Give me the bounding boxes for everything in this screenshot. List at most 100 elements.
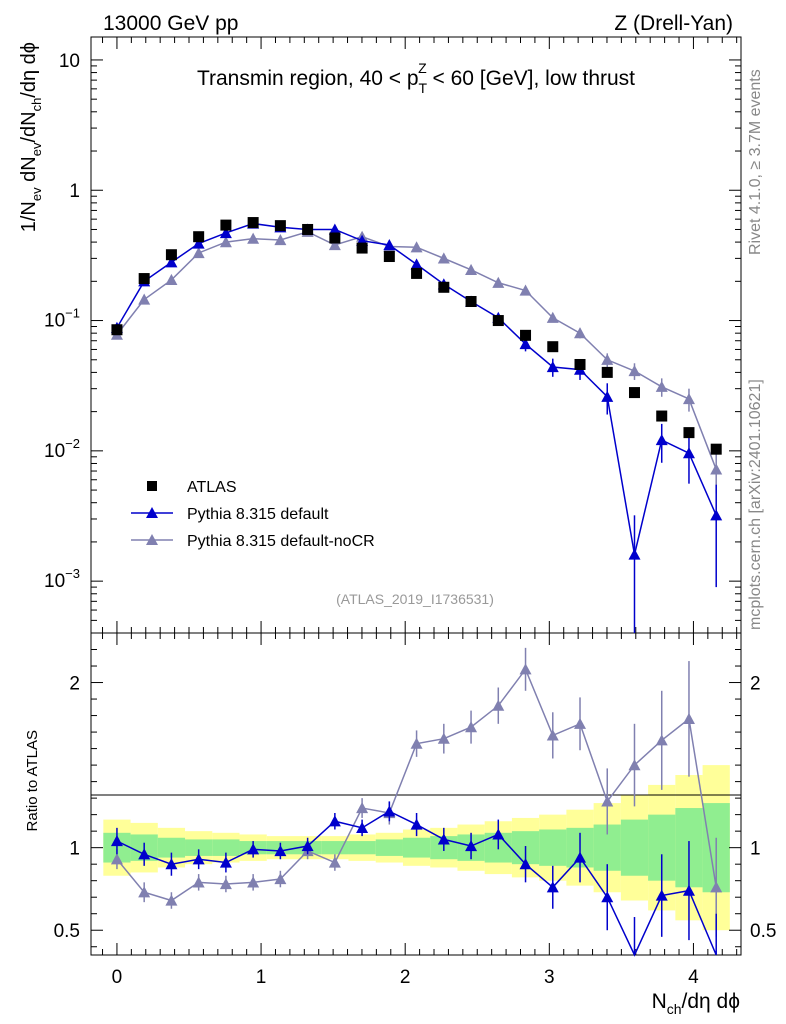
x-tick-label: 2 [400, 967, 411, 988]
title-pre: Transmin region, 40 < p [197, 67, 419, 90]
ratio-point-nocr [138, 886, 151, 898]
ratio-point-nocr [601, 795, 614, 807]
legend-marker-default [146, 507, 158, 518]
point-atlas [329, 232, 341, 244]
ratio-tick-label-right: 1 [750, 839, 761, 860]
legend-label-nocr: Pythia 8.315 default-noCR [187, 533, 375, 550]
ratio-point-default [138, 848, 151, 860]
point-default [192, 237, 205, 249]
point-default [710, 509, 723, 521]
x-axis-label: Nch/dη dϕ [652, 990, 740, 1017]
ratio-point-default [546, 881, 559, 893]
point-nocr [274, 234, 287, 246]
point-default [165, 256, 178, 268]
point-atlas [547, 341, 559, 353]
ratio-point-nocr [110, 853, 123, 865]
point-atlas [111, 324, 123, 336]
ratio-point-nocr [437, 732, 450, 744]
y-tick-label: 1 [69, 181, 80, 202]
ratio-tick-label: 2 [69, 674, 80, 695]
point-atlas [656, 410, 668, 422]
y-tick-label: 10−1 [44, 306, 80, 332]
header-right: Z (Drell-Yan) [614, 12, 733, 35]
x-tick-label: 3 [544, 967, 555, 988]
ratio-band-green [185, 839, 213, 856]
ratio-point-nocr [546, 729, 559, 741]
point-atlas [411, 267, 423, 279]
ratio-point-nocr [492, 699, 505, 711]
ratio-point-default [465, 840, 478, 852]
point-nocr [682, 392, 695, 405]
legend-marker-atlas [147, 481, 157, 491]
point-nocr [165, 273, 178, 286]
ratio-band-green [375, 839, 403, 856]
point-atlas [628, 387, 640, 399]
point-nocr [628, 365, 641, 377]
point-default [546, 361, 559, 373]
ratio-point-default [110, 835, 123, 847]
ratio-point-nocr [628, 759, 641, 771]
ratio-band-green [348, 841, 376, 855]
point-atlas [165, 249, 177, 261]
ratio-point-nocr [519, 663, 532, 675]
ratio-point-default [165, 858, 178, 870]
point-default [328, 223, 341, 235]
point-default [410, 258, 423, 270]
x-tick-label: 4 [688, 967, 699, 988]
x-tick-label: 1 [256, 967, 267, 988]
ratio-point-default [410, 818, 423, 830]
legend: ATLAS Pythia 8.315 default Pythia 8.315 … [131, 479, 375, 550]
point-default [655, 434, 668, 446]
ratio-tick-label-right: 2 [750, 674, 761, 695]
point-atlas [138, 273, 150, 285]
point-atlas [383, 251, 395, 263]
ratio-point-default [247, 843, 260, 855]
point-atlas [601, 366, 613, 378]
point-nocr [138, 293, 151, 305]
point-nocr [410, 241, 423, 253]
ratio-band-green [539, 829, 567, 866]
ratio-point-nocr [574, 717, 587, 729]
point-nocr [437, 252, 450, 264]
analysis-id: (ATLAS_2019_I1736531) [336, 591, 494, 607]
y-tick-label: 10−2 [44, 436, 80, 462]
axes: 0 1 2 3 4 10 1 10−1 10−2 10−3 2 2 1 1 0.5 0.5 [44, 37, 776, 988]
ratio-tick-label: 0.5 [54, 921, 80, 942]
point-atlas [710, 443, 722, 455]
ratio-band-green [402, 837, 431, 858]
title-sub: T [419, 80, 428, 96]
ratio-point-default [492, 828, 505, 840]
point-default [219, 226, 232, 239]
ratio-point-nocr [465, 721, 478, 733]
title-post: < 60 [GeV], low thrust [427, 67, 636, 90]
ratio-point-default [274, 844, 287, 857]
point-nocr [492, 276, 505, 288]
ratio-point-default [655, 889, 668, 901]
ratio-point-default [574, 851, 587, 863]
point-nocr [574, 327, 587, 339]
point-nocr [519, 284, 532, 296]
mcplots-label: mcplots.cern.ch [arXiv:2401.10621] [747, 379, 764, 630]
ratio-y-label: Ratio to ATLAS [24, 730, 41, 831]
point-atlas [220, 219, 232, 231]
ratio-band-green [321, 841, 349, 855]
point-atlas [520, 329, 532, 341]
ratio-point-default [328, 815, 341, 827]
point-atlas [302, 223, 314, 235]
header-left: 13000 GeV pp [103, 12, 238, 35]
main-series [110, 217, 723, 633]
ratio-point-default [601, 891, 614, 903]
point-default [383, 239, 396, 251]
ratio-point-nocr [247, 876, 260, 888]
point-default [601, 390, 614, 402]
ratio-point-nocr [192, 876, 205, 888]
ratio-point-default [192, 853, 205, 865]
point-atlas [492, 315, 504, 327]
ratio-band-green [620, 819, 649, 876]
ratio-point-nocr [219, 877, 232, 890]
point-nocr [219, 236, 232, 248]
ratio-point-default [437, 833, 450, 845]
legend-label-default: Pythia 8.315 default [187, 506, 329, 523]
point-nocr [465, 263, 478, 275]
